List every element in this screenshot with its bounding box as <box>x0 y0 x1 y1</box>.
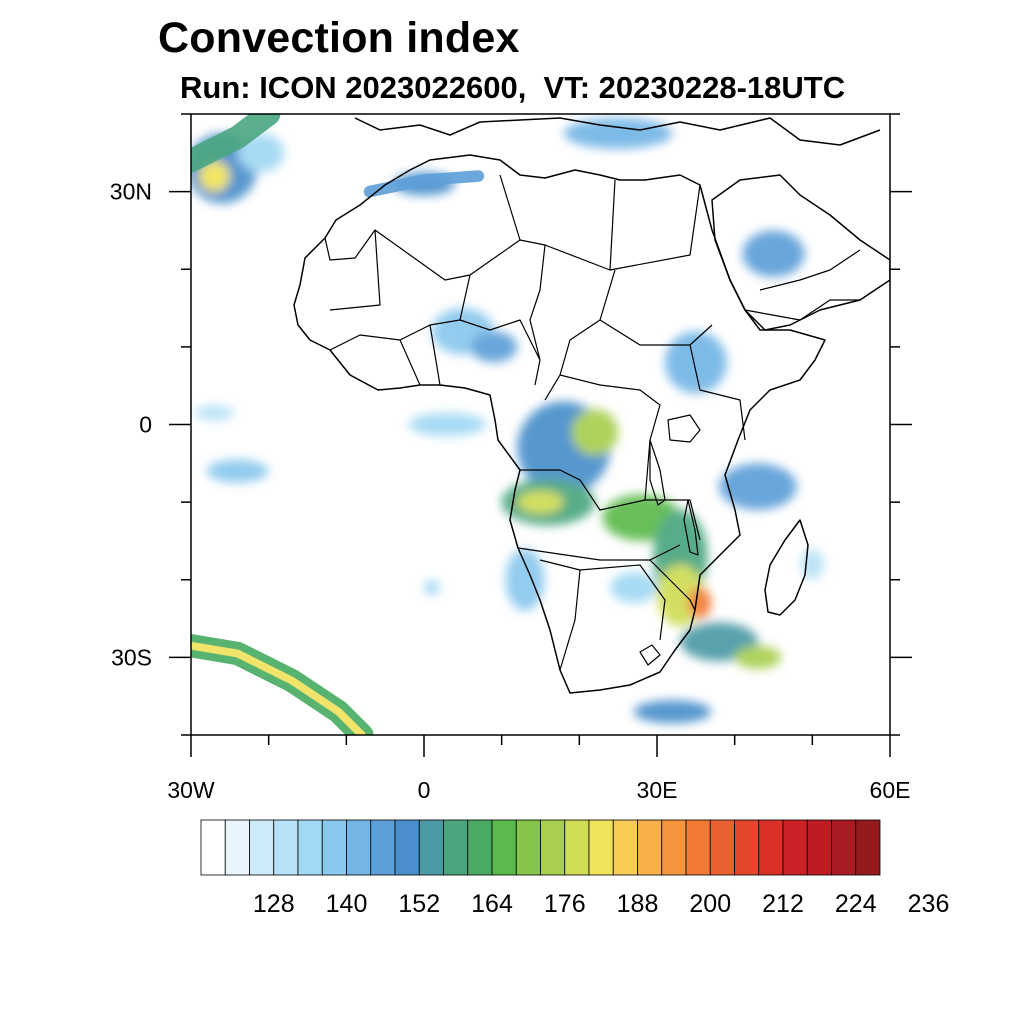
colorbar-label: 128 <box>253 890 295 918</box>
convection-cell-10 <box>194 405 234 421</box>
coastlines-and-borders <box>293 117 890 694</box>
x-tick-label: 30E <box>637 777 678 803</box>
convection-cell-23 <box>505 548 545 611</box>
convection-cell-11 <box>206 459 269 483</box>
convection-cell-5 <box>742 230 805 278</box>
y-tick-label: 30N <box>110 179 152 205</box>
colorbar-swatch <box>491 819 517 876</box>
x-tick-label: 60E <box>870 777 911 803</box>
colorbar-swatch <box>540 819 566 876</box>
convection-bands <box>191 114 485 735</box>
colorbar-label: 176 <box>544 890 586 918</box>
run-subtitle: Run: ICON 2023022600, VT: 20230228-18UTC <box>180 70 846 105</box>
lake-tanganyika <box>649 439 666 506</box>
colorbar-swatch <box>224 819 250 876</box>
y-tick-label: 30S <box>111 644 152 670</box>
colorbar-label: 224 <box>835 890 877 918</box>
convection-cell-25 <box>633 700 712 724</box>
colorbar-swatch <box>200 819 226 876</box>
convection-fields <box>191 117 824 724</box>
convection-cell-15 <box>517 490 564 514</box>
x-tick-label: 30W <box>167 777 215 803</box>
colorbar-swatch <box>806 819 832 876</box>
colorbar-swatch <box>418 819 444 876</box>
colorbar-swatch <box>685 819 711 876</box>
convection-cell-26 <box>424 579 440 596</box>
europe-coast <box>354 117 881 146</box>
colorbar-swatch <box>249 819 275 876</box>
colorbar-swatch <box>370 819 396 876</box>
x-tick-label: 0 <box>418 777 431 803</box>
y-tick-label: 0 <box>139 412 152 438</box>
colorbar-swatch <box>661 819 687 876</box>
colorbar-swatch <box>782 819 808 876</box>
colorbar: 128 140 152 164 176 188 200 212 224 236 <box>200 819 950 918</box>
colorbar-swatch <box>709 819 735 876</box>
colorbar-label: 188 <box>617 890 659 918</box>
colorbar-swatch <box>734 819 760 876</box>
colorbar-swatch <box>855 819 881 876</box>
convection-cell-24 <box>610 571 657 604</box>
colorbar-label: 236 <box>908 890 950 918</box>
convection-cell-21 <box>734 645 782 670</box>
axis-ticks: 30W 0 30E 60E 30N 0 30S <box>110 113 912 803</box>
madagascar-coast <box>764 519 809 616</box>
colorbar-swatch <box>443 819 469 876</box>
colorbar-swatch <box>637 819 663 876</box>
colorbar-swatch <box>321 819 347 876</box>
colorbar-swatch <box>346 819 372 876</box>
colorbar-label: 212 <box>762 890 804 918</box>
colorbar-swatch <box>297 819 323 876</box>
colorbar-swatch <box>831 819 857 876</box>
country-borders <box>324 174 861 671</box>
lake-victoria <box>667 414 701 443</box>
convection-cell-1 <box>198 160 230 192</box>
convection-cell-22 <box>719 463 797 510</box>
colorbar-swatch <box>612 819 638 876</box>
colorbar-label: 200 <box>689 890 731 918</box>
convection-cell-19 <box>688 587 712 619</box>
convection-band-3 <box>363 170 485 198</box>
colorbar-swatch <box>758 819 784 876</box>
colorbar-label: 152 <box>398 890 440 918</box>
colorbar-label: 140 <box>326 890 368 918</box>
convection-cell-4 <box>563 117 673 149</box>
colorbar-swatch <box>273 819 299 876</box>
lesotho-border <box>639 644 661 666</box>
convection-cell-13 <box>571 408 619 456</box>
arabian-peninsula-coast <box>711 174 890 331</box>
colorbar-swatch <box>467 819 493 876</box>
colorbar-swatch <box>588 819 614 876</box>
convection-band-1 <box>191 641 366 735</box>
convection-cell-7 <box>470 331 518 363</box>
lake-malawi <box>683 499 699 556</box>
colorbar-swatch <box>515 819 541 876</box>
colorbar-swatch <box>564 819 590 876</box>
map-title: Convection index <box>158 14 520 62</box>
colorbar-swatch <box>394 819 420 876</box>
colorbar-label: 164 <box>471 890 513 918</box>
convection-cell-8 <box>664 331 727 394</box>
convection-cell-9 <box>408 412 487 437</box>
africa-coastline <box>293 154 826 694</box>
convection-band-2 <box>191 114 281 173</box>
